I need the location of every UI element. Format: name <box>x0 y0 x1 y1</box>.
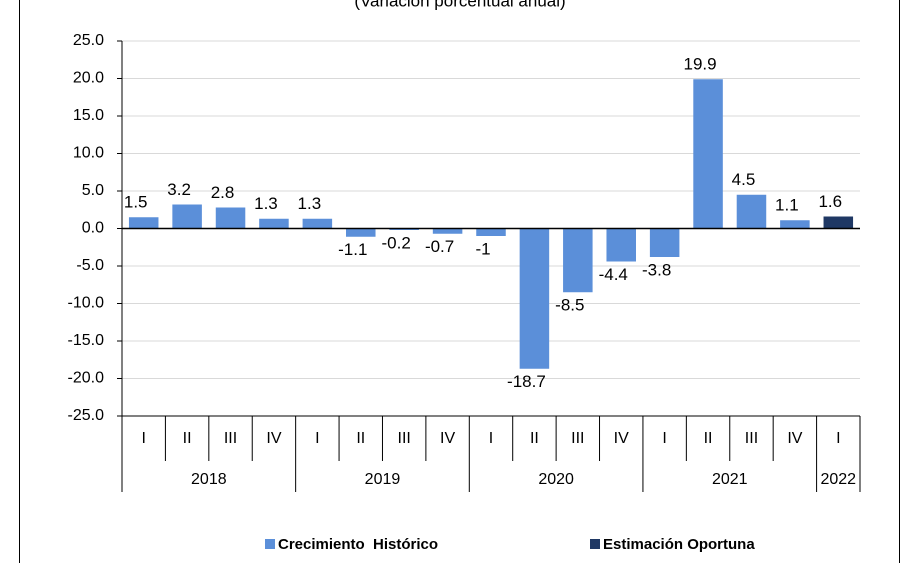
y-tick-label: -15.0 <box>68 332 105 349</box>
x-tick-label: IV <box>787 430 802 447</box>
x-group-label: 2022 <box>820 471 856 488</box>
data-label: -8.5 <box>555 296 584 315</box>
y-tick-label: -20.0 <box>68 370 105 387</box>
x-tick-label: II <box>356 430 365 447</box>
data-label: -18.7 <box>507 372 546 391</box>
y-tick-label: -25.0 <box>68 407 105 424</box>
x-group-label: 2019 <box>365 471 401 488</box>
y-tick-label: 25.0 <box>73 32 104 49</box>
chart-frame <box>19 0 900 563</box>
bar <box>736 194 767 229</box>
y-tick-label: 15.0 <box>73 107 104 124</box>
x-tick-label: I <box>141 430 145 447</box>
legend-swatch <box>590 539 600 549</box>
legend-label: Crecimiento Histórico <box>278 536 438 553</box>
x-tick-label: III <box>571 430 584 447</box>
data-label: -0.7 <box>425 237 454 256</box>
data-label: 3.2 <box>167 180 191 199</box>
data-label: 1.3 <box>298 194 322 213</box>
bar <box>519 228 550 369</box>
bar <box>693 79 723 229</box>
y-tick-label: -10.0 <box>68 295 105 312</box>
bar <box>172 204 202 229</box>
x-tick-label: II <box>530 430 539 447</box>
bar <box>302 218 333 229</box>
bar <box>432 228 463 234</box>
data-label: 19.9 <box>684 55 717 74</box>
data-label: 1.1 <box>775 196 799 215</box>
x-tick-label: I <box>315 430 319 447</box>
x-group-label: 2018 <box>191 471 227 488</box>
legend-swatch <box>265 539 275 549</box>
data-label: 1.3 <box>254 194 278 213</box>
x-tick-label: IV <box>614 430 629 447</box>
y-tick-label: 10.0 <box>73 145 104 162</box>
bar <box>649 228 680 257</box>
chart-subtitle: (Variación porcentual anual) <box>354 0 565 10</box>
x-tick-label: I <box>489 430 493 447</box>
y-tick-label: 5.0 <box>82 182 104 199</box>
data-label: -0.2 <box>382 233 411 252</box>
data-label: -3.8 <box>642 260 671 279</box>
bar <box>476 228 506 236</box>
x-group-label: 2021 <box>712 471 748 488</box>
data-label: 1.6 <box>818 192 842 211</box>
x-tick-label: III <box>745 430 758 447</box>
y-tick-label: 20.0 <box>73 70 104 87</box>
data-label: 1.5 <box>124 193 148 212</box>
bar <box>128 217 159 229</box>
bar <box>823 216 854 229</box>
bar <box>346 228 376 237</box>
x-tick-label: II <box>704 430 713 447</box>
x-tick-label: I <box>662 430 666 447</box>
y-tick-label: 0.0 <box>82 220 104 237</box>
data-label: -1 <box>475 239 490 258</box>
data-label: 2.8 <box>211 183 235 202</box>
x-tick-label: IV <box>266 430 281 447</box>
x-tick-label: I <box>836 430 840 447</box>
x-tick-label: III <box>398 430 411 447</box>
data-label: -1.1 <box>338 240 367 259</box>
bar <box>215 207 246 229</box>
bar <box>563 228 593 293</box>
bar <box>259 218 289 229</box>
legend-label: Estimación Oportuna <box>603 536 755 553</box>
x-tick-label: II <box>183 430 192 447</box>
bar <box>606 228 636 262</box>
data-label: -4.4 <box>599 265 628 284</box>
x-tick-label: IV <box>440 430 455 447</box>
x-tick-label: III <box>224 430 237 447</box>
y-tick-label: -5.0 <box>76 257 104 274</box>
bar <box>780 220 810 229</box>
data-label: 4.5 <box>732 170 756 189</box>
x-group-label: 2020 <box>538 471 574 488</box>
